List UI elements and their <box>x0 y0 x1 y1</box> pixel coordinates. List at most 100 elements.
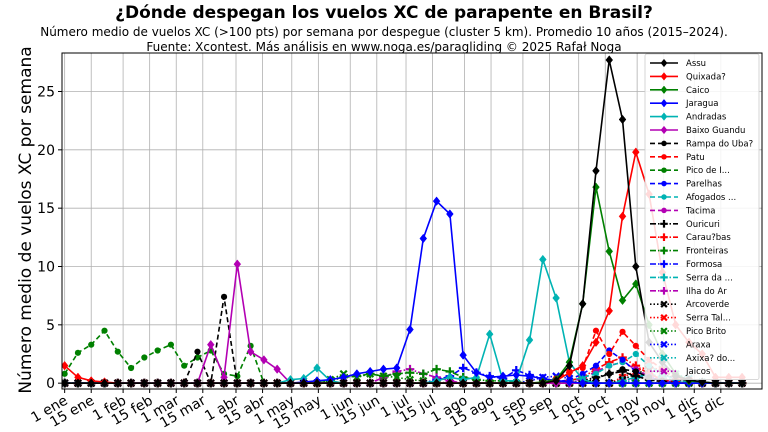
data-point <box>632 342 639 349</box>
data-point <box>220 378 228 388</box>
data-point <box>339 378 348 388</box>
legend-label: Andradas <box>686 113 727 123</box>
data-point <box>313 378 321 388</box>
legend-item: Formosa <box>650 260 722 270</box>
legend-marker <box>660 125 668 135</box>
series-jaragua <box>62 196 746 388</box>
data-point <box>698 377 706 387</box>
legend-item: Patu <box>650 153 705 163</box>
data-point <box>418 369 428 379</box>
legend-item: Fronteiras <box>650 247 729 257</box>
data-point <box>632 261 640 272</box>
data-point <box>485 378 494 388</box>
data-point <box>353 369 361 379</box>
data-point <box>432 378 441 388</box>
data-point <box>167 378 175 388</box>
legend-marker <box>660 260 668 268</box>
data-point <box>233 378 242 388</box>
legend-item: Serra da ... <box>650 273 733 283</box>
data-point <box>711 378 720 388</box>
legend-marker <box>660 98 668 108</box>
data-point <box>632 378 640 388</box>
legend-item: Ouricuri <box>650 220 720 230</box>
legend-item: Baixo Guandu <box>650 125 745 136</box>
legend-label: Quixada? <box>686 72 726 82</box>
series-line-baixo-guandu <box>64 264 743 385</box>
legend-marker <box>660 85 668 95</box>
legend-label: Caico <box>686 86 709 96</box>
data-point <box>180 378 188 388</box>
legend-label: Afogados ... <box>686 193 736 203</box>
series-line-andradas <box>64 259 743 385</box>
data-point <box>127 364 135 372</box>
series-group <box>62 55 747 388</box>
legend-item: Afogados ... <box>650 193 736 203</box>
data-point <box>619 328 626 335</box>
legend-marker <box>660 220 668 228</box>
legend-label: Axixa? do... <box>686 354 735 364</box>
data-point <box>632 147 640 157</box>
legend-label: Ouricuri <box>686 220 720 230</box>
y-tick-label: 10 <box>37 260 55 276</box>
data-point <box>379 378 388 388</box>
legend-label: Rampa do Uba? <box>686 139 753 149</box>
legend-marker <box>661 180 667 187</box>
data-point <box>632 350 639 358</box>
data-point <box>552 293 560 303</box>
legend-marker <box>660 273 668 282</box>
legend-marker <box>660 340 668 349</box>
data-point <box>658 378 667 388</box>
data-point <box>141 354 148 361</box>
y-tick-label: 0 <box>46 376 55 392</box>
data-point <box>525 335 534 345</box>
data-point <box>645 378 653 388</box>
data-point <box>592 327 600 334</box>
data-point <box>366 366 374 377</box>
legend-label: Parelhas <box>686 180 722 190</box>
legend-marker <box>660 367 668 375</box>
data-point <box>260 355 268 365</box>
legend-marker <box>660 327 668 335</box>
legend-item: Araxa <box>650 340 711 350</box>
data-point <box>246 346 255 357</box>
data-point <box>260 378 268 388</box>
legend-marker <box>660 112 668 121</box>
data-point <box>552 376 560 386</box>
data-point <box>154 347 161 354</box>
data-point <box>459 378 467 388</box>
legend-label: Serra Tal... <box>686 314 731 324</box>
y-tick-label: 15 <box>37 201 55 217</box>
data-point <box>207 339 215 350</box>
legend-item: Axixa? do... <box>650 354 735 364</box>
data-point <box>326 378 335 388</box>
y-ticks: 0 5 10 15 20 25 <box>37 85 62 392</box>
legend-marker <box>660 354 668 362</box>
y-tick-label: 25 <box>37 85 55 101</box>
legend-item: Quixada? <box>650 72 726 82</box>
data-point <box>432 364 441 374</box>
series-tacima <box>62 359 746 387</box>
data-point <box>140 378 149 388</box>
legend-item: Tacima <box>650 206 716 216</box>
legend-item: Serra Tal... <box>650 314 731 324</box>
series-caico <box>62 182 746 388</box>
legend-item: Arcoverde <box>650 300 729 310</box>
data-point <box>207 378 215 388</box>
data-point <box>632 368 639 375</box>
series-serra-da <box>62 369 747 388</box>
legend-label: Baixo Guandu <box>686 126 745 136</box>
legend-label: Araxa <box>686 340 711 350</box>
data-point <box>405 368 415 377</box>
data-point <box>273 364 281 374</box>
data-point <box>565 367 574 378</box>
data-point <box>592 166 600 176</box>
data-point <box>446 209 454 219</box>
series-line-carau-bas <box>64 356 743 385</box>
data-point <box>579 370 586 377</box>
data-point <box>406 324 414 335</box>
legend-marker <box>661 194 667 200</box>
legend-label: Pico de I... <box>686 166 730 176</box>
series-assu <box>62 55 746 388</box>
data-point <box>74 378 82 388</box>
